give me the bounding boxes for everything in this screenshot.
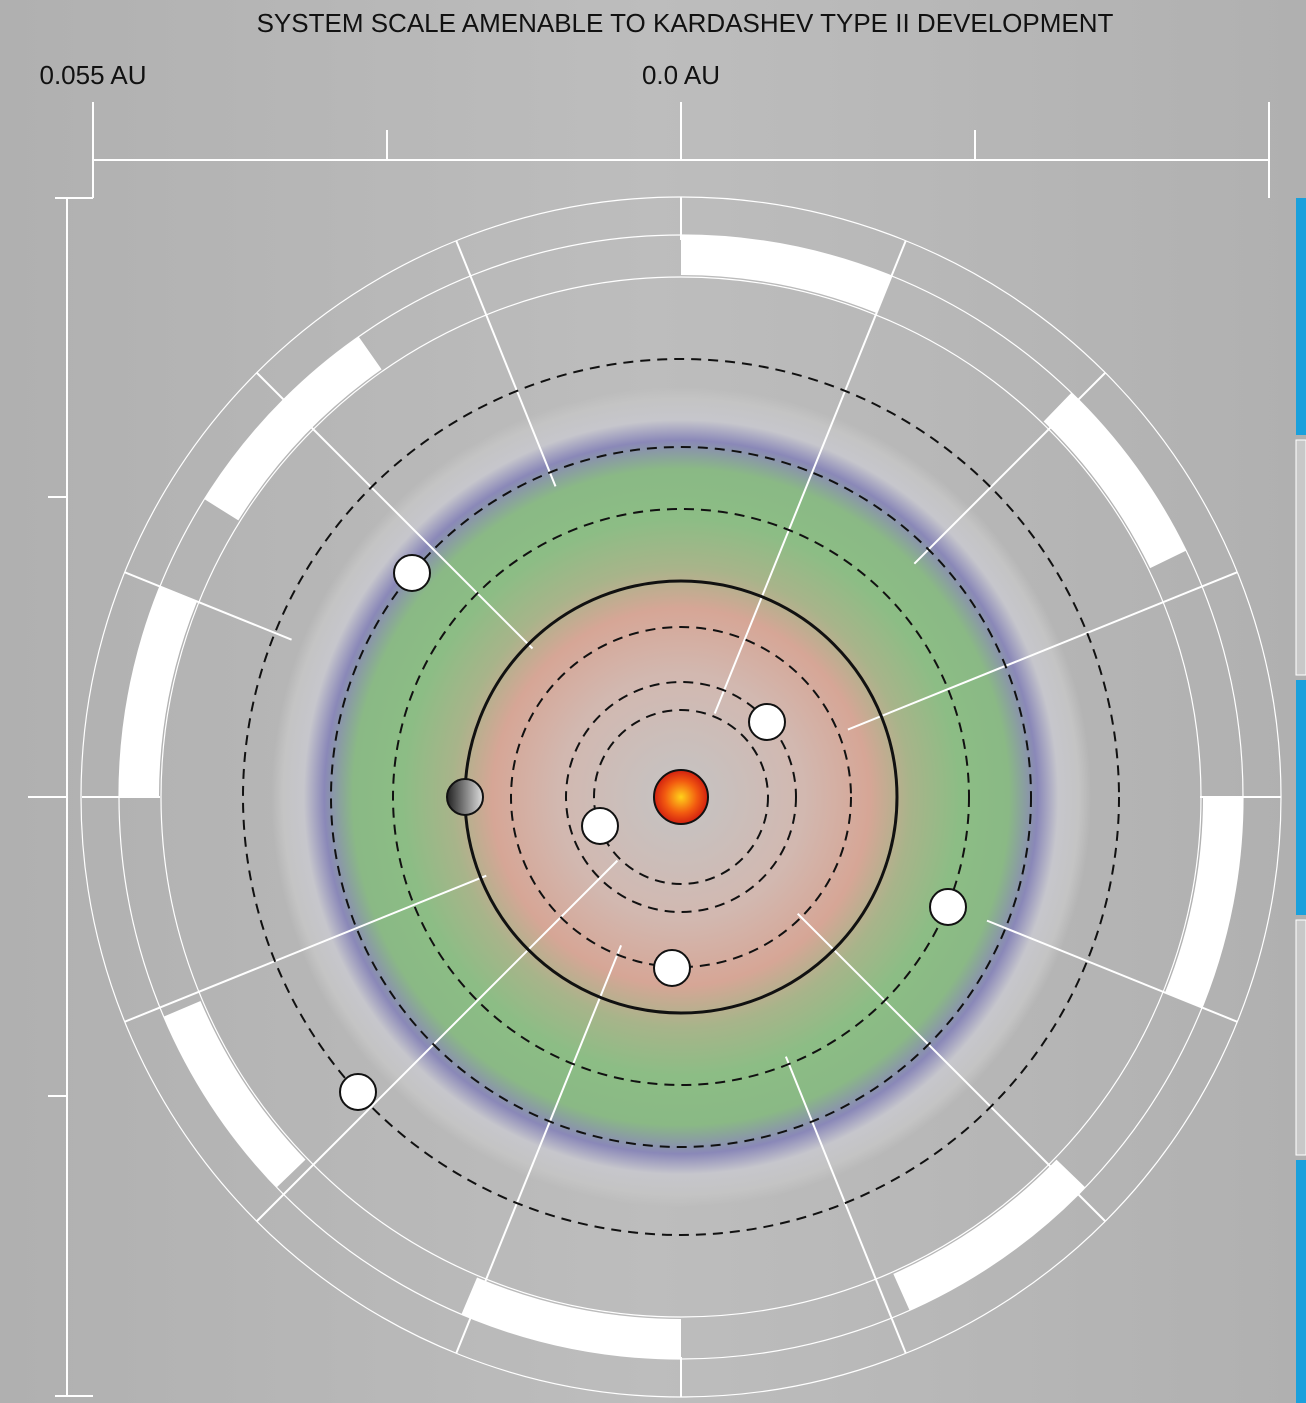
radial-line [986,919,1238,1023]
planet [446,778,484,816]
planet [339,1073,377,1111]
arc-segment [1043,392,1187,569]
scale-label: 0.0 AU [642,60,720,90]
orbit [565,681,797,913]
arc-segment [893,1159,1086,1311]
side-panel [1296,1160,1306,1403]
orbit [510,626,852,968]
arc-segment [119,586,198,797]
planet [581,807,619,845]
radial-line [913,372,1106,565]
radial-line [455,240,557,487]
orbit [242,358,1120,1236]
radial-line [455,944,622,1354]
radial-line [713,240,907,714]
title: SYSTEM SCALE AMENABLE TO KARDASHEV TYPE … [257,8,1114,38]
radial-line [256,372,534,650]
arc-segment [681,235,892,314]
planet [748,703,786,741]
arc-segment [163,1000,306,1188]
radial-line [124,874,487,1023]
side-panel [1295,919,1306,1156]
radial-line [796,912,1106,1222]
arc-segment [1164,797,1243,1008]
orbit [392,508,970,1086]
orbit-layout [28,102,1306,1403]
planet [653,949,691,987]
arc-segment [204,336,382,521]
orbit [330,446,1032,1148]
scale-label: 0.055 AU [40,60,147,90]
planet [393,554,431,592]
side-panel [1296,198,1306,435]
radial-line [784,1056,907,1354]
radial-line [124,571,292,641]
radial-line [256,859,619,1222]
side-panel [1295,439,1306,676]
radial-line [847,571,1238,731]
orbit [593,709,769,885]
star [653,769,709,825]
side-panel [1296,680,1306,915]
planet [929,888,967,926]
arc-segment [461,1277,681,1359]
